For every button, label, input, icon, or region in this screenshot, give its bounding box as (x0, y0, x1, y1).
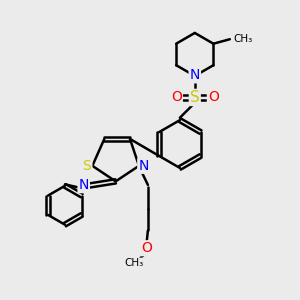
Text: N: N (79, 178, 89, 192)
Text: O: O (208, 90, 219, 104)
Text: S: S (190, 90, 200, 105)
Text: N: N (138, 159, 148, 173)
Text: CH₃: CH₃ (233, 34, 253, 44)
Text: O: O (171, 90, 182, 104)
Text: N: N (190, 68, 200, 82)
Text: CH₃: CH₃ (125, 259, 144, 269)
Text: S: S (82, 159, 91, 173)
Text: O: O (141, 241, 152, 255)
